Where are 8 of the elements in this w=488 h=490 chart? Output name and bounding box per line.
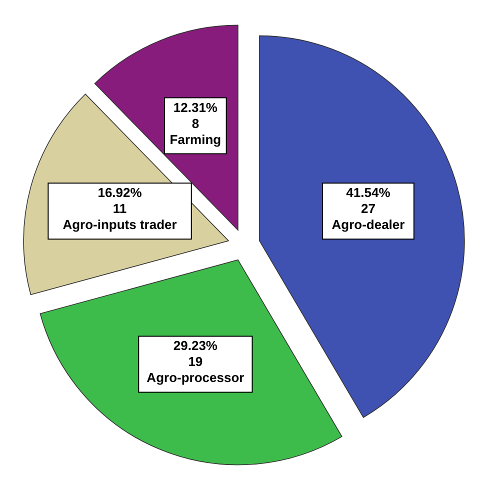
slice-label: Farming	[170, 132, 222, 147]
slice-label: Agro-inputs trader	[62, 217, 177, 232]
data-label: 41.54% 27	[346, 185, 391, 216]
slice-label: Agro-processor	[146, 370, 244, 386]
data-label: 29.23% 19	[173, 338, 218, 370]
slice-label: Agro-dealer	[332, 217, 405, 232]
data-label: 16.92% 11	[98, 185, 142, 216]
data-label: 12.31% 8	[173, 100, 218, 131]
